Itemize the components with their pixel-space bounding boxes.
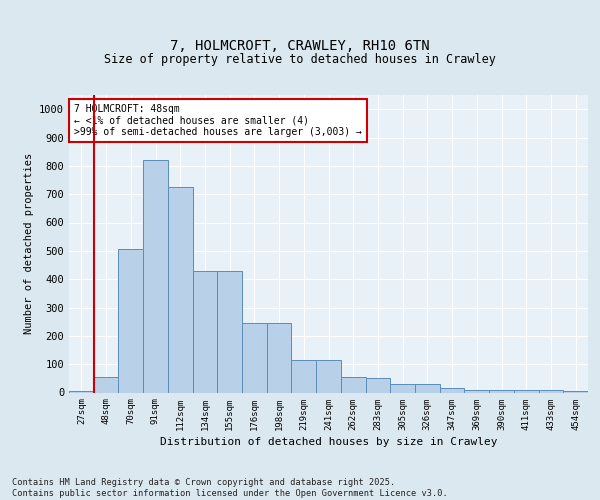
Bar [168,187,193,392]
Bar [267,323,292,392]
Bar [563,391,588,392]
Bar [193,270,217,392]
Bar [464,390,489,392]
Bar [69,391,94,392]
Bar [316,360,341,392]
Text: Contains HM Land Registry data © Crown copyright and database right 2025.
Contai: Contains HM Land Registry data © Crown c… [12,478,448,498]
Bar [365,378,390,392]
X-axis label: Distribution of detached houses by size in Crawley: Distribution of detached houses by size … [160,436,497,446]
Bar [415,384,440,392]
Y-axis label: Number of detached properties: Number of detached properties [23,153,34,334]
Bar [94,377,118,392]
Bar [242,323,267,392]
Text: 7 HOLMCROFT: 48sqm
← <1% of detached houses are smaller (4)
>99% of semi-detache: 7 HOLMCROFT: 48sqm ← <1% of detached hou… [74,104,362,137]
Bar [143,160,168,392]
Bar [489,390,514,392]
Text: 7, HOLMCROFT, CRAWLEY, RH10 6TN: 7, HOLMCROFT, CRAWLEY, RH10 6TN [170,40,430,54]
Text: Size of property relative to detached houses in Crawley: Size of property relative to detached ho… [104,53,496,66]
Bar [390,384,415,392]
Bar [292,360,316,392]
Bar [341,377,365,392]
Bar [440,388,464,392]
Bar [539,390,563,392]
Bar [514,390,539,392]
Bar [217,270,242,392]
Bar [118,250,143,392]
